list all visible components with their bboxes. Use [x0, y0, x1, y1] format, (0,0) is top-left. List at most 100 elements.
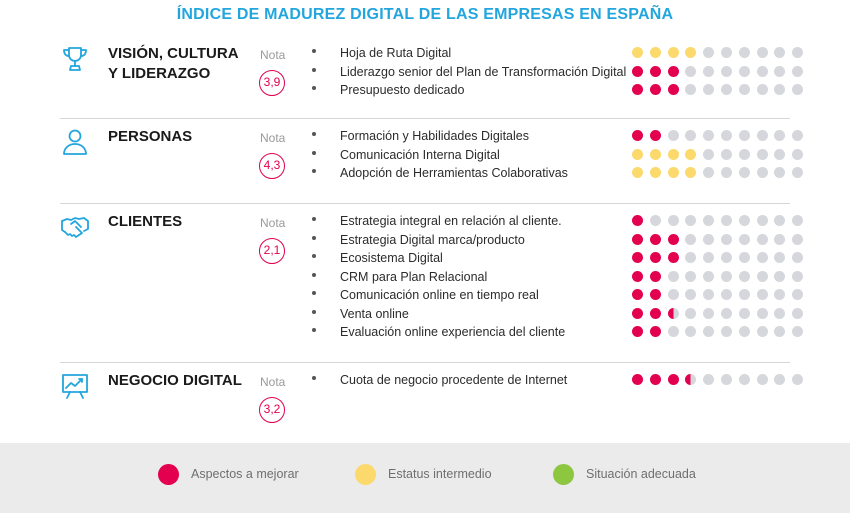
- rating-dot-empty: [756, 252, 768, 263]
- nota-score: 3,2: [259, 397, 285, 423]
- rating-dot-empty: [756, 215, 768, 226]
- rating-dot-filled: [649, 270, 661, 282]
- rating-dot-filled: [649, 167, 661, 178]
- rating-dot-empty: [703, 130, 715, 141]
- rating-dot-empty: [685, 252, 697, 263]
- rating-dot-filled: [667, 167, 679, 178]
- rating-dot-empty: [703, 307, 715, 319]
- nota-label: Nota: [260, 375, 286, 389]
- rating-dot-empty: [774, 307, 786, 319]
- rating-dot-empty: [721, 289, 732, 300]
- item-label: Formación y Habilidades Digitales: [340, 129, 529, 143]
- rating-dot-filled: [649, 252, 661, 263]
- rating-dot-filled: [632, 307, 643, 319]
- rating-dot-filled: [632, 130, 643, 141]
- item-label: Comunicación Interna Digital: [340, 147, 500, 162]
- rating-dot-filled: [667, 374, 679, 385]
- list-item: Evaluación online experiencia del client…: [312, 325, 804, 344]
- legend-label: Situación adecuada: [586, 467, 696, 481]
- list-item: Adopción de Herramientas Colaborativas: [312, 166, 804, 185]
- list-item: Hoja de Ruta Digital: [312, 46, 804, 65]
- rating-dot-empty: [774, 252, 786, 263]
- bullet-icon: [312, 254, 316, 258]
- rating-dot-empty: [774, 130, 786, 141]
- rating-dot-empty: [792, 233, 804, 245]
- rating-dot-filled: [632, 233, 643, 245]
- bullet-icon: [312, 132, 316, 136]
- rating-dot-empty: [738, 167, 750, 178]
- rating-dot-filled: [632, 84, 643, 95]
- rating-dot-empty: [774, 215, 786, 226]
- nota-score: 3,9: [259, 70, 285, 96]
- rating-dot-empty: [774, 47, 786, 58]
- rating-dot-empty: [774, 148, 786, 160]
- rating-dot-empty: [721, 215, 732, 226]
- rating-dot-empty: [703, 233, 715, 245]
- bullet-icon: [312, 86, 316, 90]
- rating-dot-filled: [649, 84, 661, 95]
- rating-dot-empty: [792, 84, 804, 95]
- rating-dot-empty: [756, 167, 768, 178]
- rating-dot-empty: [703, 167, 715, 178]
- rating-dot-empty: [738, 47, 750, 58]
- rating-dot-filled: [685, 47, 697, 58]
- rating-dot-empty: [721, 307, 732, 319]
- rating-dot-filled: [649, 130, 661, 141]
- list-item: Presupuesto dedicado: [312, 83, 804, 102]
- bullet-icon: [312, 272, 316, 277]
- rating-dot-empty: [721, 47, 732, 58]
- rating-dot-empty: [685, 307, 697, 319]
- list-item: Estrategia integral en relación al clien…: [312, 214, 804, 233]
- rating-dot-empty: [721, 252, 732, 263]
- rating-dot-empty: [756, 233, 768, 245]
- list-item: Comunicación online en tiempo real: [312, 288, 804, 307]
- rating-dot-empty: [774, 326, 786, 337]
- section-items: Formación y Habilidades Digitales Comunic…: [312, 129, 804, 185]
- rating-dot-empty: [774, 65, 786, 77]
- rating-dot-filled: [632, 374, 643, 385]
- rating-dot-filled: [632, 252, 643, 263]
- list-item: Venta online: [312, 306, 804, 326]
- section-title: NEGOCIO DIGITAL: [108, 372, 242, 389]
- rating-dot-empty: [738, 148, 750, 160]
- rating-dot-empty: [721, 374, 732, 385]
- rating-dot-empty: [703, 289, 715, 300]
- bullet-icon: [312, 328, 316, 332]
- rating-dot-empty: [685, 326, 697, 337]
- list-item: Liderazgo senior del Plan de Transformac…: [312, 65, 804, 84]
- item-label: Venta online: [340, 306, 409, 321]
- rating-dot-filled: [649, 65, 661, 77]
- rating-dot-empty: [774, 167, 786, 178]
- rating-dot-filled: [632, 215, 643, 226]
- bullet-icon: [312, 169, 316, 173]
- rating-dot-filled: [632, 326, 643, 337]
- rating-dot-filled: [667, 47, 679, 58]
- section-items: Hoja de Ruta Digital Liderazgo senior del…: [312, 46, 804, 102]
- rating-dot-empty: [738, 374, 750, 385]
- rating-dot-empty: [738, 215, 750, 226]
- legend: Aspectos a mejorar Estatus intermedio Si…: [0, 443, 850, 513]
- rating-dot-empty: [721, 65, 732, 77]
- rating-dot-filled: [632, 270, 643, 282]
- rating-dot-empty: [792, 326, 804, 337]
- item-label: Adopción de Herramientas Colaborativas: [340, 166, 568, 180]
- rating-dot-empty: [703, 65, 715, 77]
- bullet-icon: [312, 67, 316, 72]
- list-item: CRM para Plan Relacional: [312, 270, 804, 289]
- rating-dot-empty: [703, 252, 715, 263]
- section-title: PERSONAS: [108, 128, 193, 145]
- section-title: CLIENTES: [108, 213, 183, 230]
- section: VISIÓN, CULTURA Y LIDERAZGO Nota 3,9 Hoja d…: [60, 36, 804, 119]
- rating-dot-filled: [685, 148, 697, 160]
- rating-dot-empty: [721, 130, 732, 141]
- rating-dot-empty: [792, 148, 804, 160]
- rating-dot-empty: [792, 167, 804, 178]
- rating-dot-empty: [792, 374, 804, 385]
- item-label: Presupuesto dedicado: [340, 83, 465, 97]
- rating-dot-filled: [649, 233, 661, 245]
- rating-dot-empty: [756, 148, 768, 160]
- section: CLIENTES Nota 2,1 Estrategia integral en re…: [60, 204, 804, 363]
- chart-board-icon: [60, 371, 90, 401]
- legend-swatch-adequate: [553, 464, 574, 485]
- bullet-icon: [312, 291, 316, 295]
